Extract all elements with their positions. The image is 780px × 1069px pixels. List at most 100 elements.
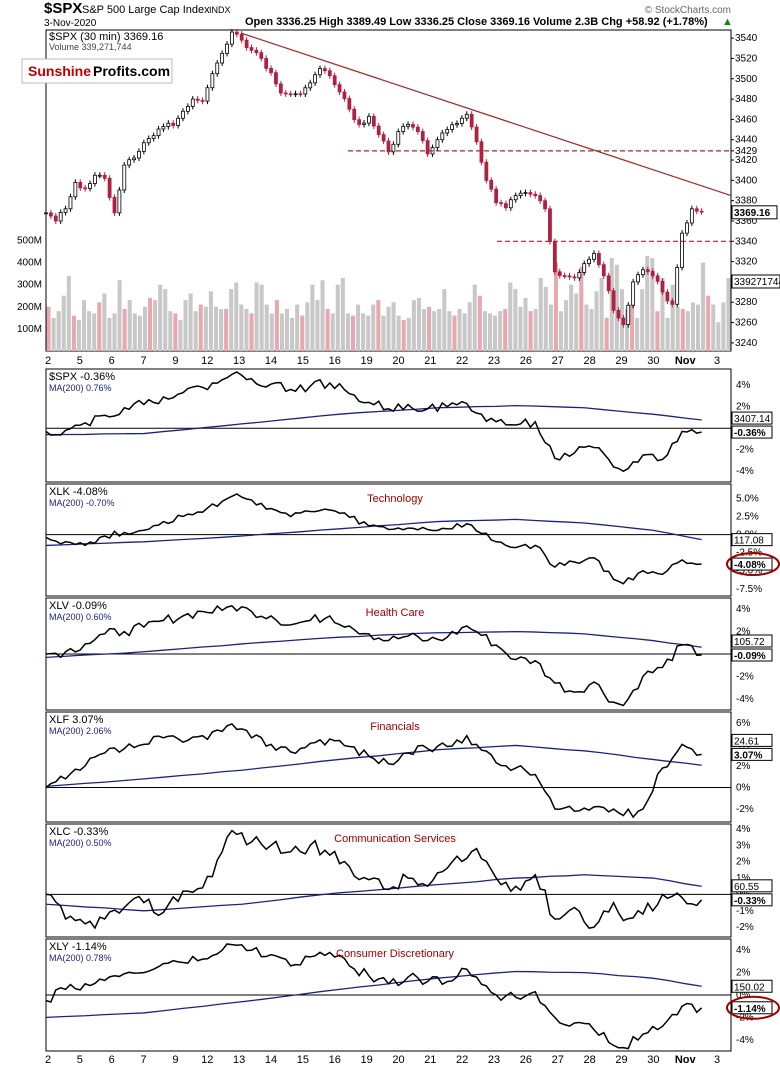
volume-bar: [178, 320, 183, 351]
value-box: [731, 557, 773, 571]
volume-bar: [381, 315, 386, 351]
candle-body: [137, 150, 141, 159]
candle-body: [117, 189, 122, 214]
candle-body: [195, 98, 200, 101]
volume-bar: [142, 306, 147, 351]
volume-bar: [244, 308, 249, 351]
ma-line: [45, 518, 702, 547]
value-box: [731, 1001, 773, 1015]
volume-bar: [528, 311, 533, 351]
x-tick-label: 13: [233, 355, 245, 367]
volume-bar: [122, 308, 127, 351]
candle-body: [655, 275, 660, 282]
candle-body: [313, 74, 318, 84]
candle-body: [645, 269, 650, 272]
price-tick-label: 3500: [735, 74, 758, 85]
value-label: -1.14%: [734, 1004, 766, 1015]
highlight-circle: [726, 995, 780, 1020]
candle-body: [215, 62, 220, 75]
candle-body: [264, 58, 269, 69]
indicator-tick-label: -1%: [736, 906, 754, 917]
indicator-tick-label: 4%: [736, 380, 751, 391]
candle-body: [577, 272, 582, 279]
volume-bar: [153, 300, 158, 351]
candle-body: [156, 128, 161, 137]
volume-bar: [320, 280, 325, 351]
indicator-panel-6: 4%2%0%-2%-4%XLY -1.14%MA(200) 0.78% Consu…: [45, 938, 780, 1052]
volume-bar: [284, 308, 290, 351]
volume-bar: [137, 315, 142, 351]
candle-body: [636, 274, 640, 283]
volume-bar: [71, 315, 76, 351]
candle-body: [450, 124, 455, 130]
volume-bar: [279, 313, 284, 351]
candle-body: [694, 208, 699, 212]
bottom-x-tick-label: 26: [520, 1054, 532, 1066]
candle-body: [171, 122, 176, 126]
candle-body: [508, 199, 513, 209]
candle-body: [283, 92, 288, 95]
bottom-x-tick-label: 30: [647, 1054, 659, 1066]
volume-bar: [493, 315, 498, 351]
indicator-tick-label: -4%: [736, 694, 754, 705]
volume-bar: [645, 255, 650, 351]
candle-body: [220, 52, 225, 64]
candle-body: [337, 84, 342, 93]
volume-bar: [325, 308, 330, 351]
x-tick-label: 5: [77, 355, 83, 367]
volume-bar: [249, 313, 254, 351]
candle-body: [357, 119, 362, 125]
volume-bar: [685, 311, 690, 351]
x-tick-label: 3: [714, 355, 720, 367]
volume-bar: [472, 284, 477, 351]
indicator-panel-frame: [45, 823, 732, 938]
volume-bar: [310, 284, 315, 351]
candle-body: [53, 215, 58, 222]
indicator-tick-label: -2%: [736, 671, 754, 682]
volume-bar: [229, 289, 234, 351]
bottom-x-tick-label: 16: [329, 1054, 341, 1066]
volume-bar: [432, 311, 437, 351]
candle-body: [567, 275, 572, 278]
volume-bar: [624, 308, 630, 351]
bottom-x-tick-label: 23: [488, 1054, 500, 1066]
volume-bar: [706, 295, 711, 351]
candle-body: [161, 126, 166, 130]
volume-bar: [224, 308, 229, 351]
volume-legend: Volume 339,271,744: [49, 42, 132, 52]
ma-value-label: 105.72: [734, 637, 765, 648]
candle-body: [582, 263, 587, 273]
candle-body: [303, 87, 308, 95]
volume-bar: [51, 317, 56, 351]
performance-line: [45, 722, 702, 819]
volume-bar: [543, 286, 548, 351]
bottom-x-tick-label: 2: [45, 1054, 51, 1066]
indicator-tick-label: 2.5%: [736, 512, 759, 523]
candle-body: [641, 269, 645, 276]
x-tick-label: 15: [297, 355, 309, 367]
volume-bar: [401, 320, 406, 351]
candle-body: [518, 192, 523, 196]
ma-legend-label: MA(200) 0.60%: [49, 612, 112, 622]
volume-bar: [701, 262, 706, 351]
candle-body: [592, 253, 596, 260]
candle-body: [200, 99, 205, 102]
candle-body: [401, 125, 406, 132]
bottom-x-tick-label: 20: [392, 1054, 404, 1066]
volume-bar: [163, 289, 168, 351]
ma-line: [45, 744, 702, 788]
volume-bar: [203, 306, 208, 351]
ma-value-box: [731, 411, 773, 425]
candle-body: [190, 98, 195, 107]
volume-tick-label: 300M: [17, 280, 42, 291]
logo-text-profits: Profits.com: [93, 63, 170, 79]
candle-body: [411, 124, 415, 128]
volume-bar: [300, 315, 305, 351]
candle-body: [225, 43, 229, 54]
volume-bar: [112, 313, 117, 351]
price-tick-label: 3240: [735, 338, 758, 349]
price-tick-label: 3540: [735, 33, 758, 44]
volume-bar: [477, 295, 482, 351]
volume-bar: [295, 304, 300, 351]
sector-label: Communication Services: [334, 833, 456, 845]
